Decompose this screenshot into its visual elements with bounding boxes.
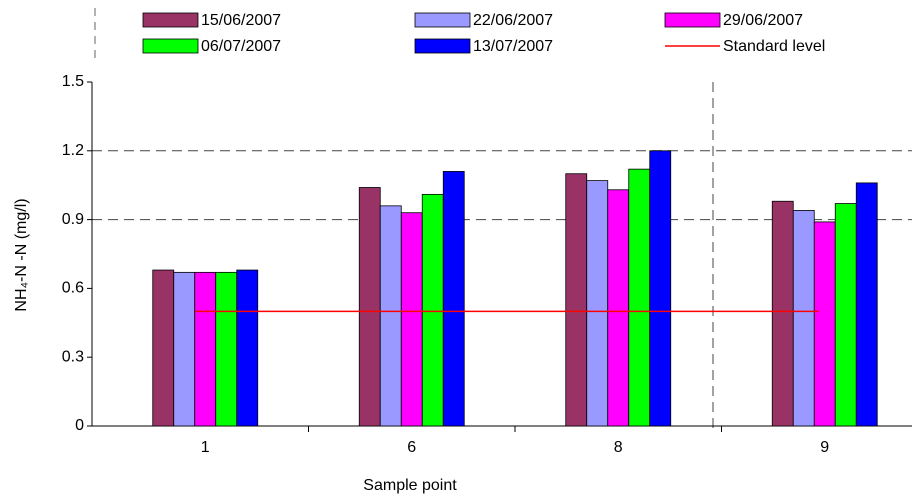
y-tick-label: 0 xyxy=(75,417,84,434)
legend-swatch xyxy=(142,12,199,28)
bar xyxy=(792,210,815,427)
bar xyxy=(565,173,588,427)
bar xyxy=(152,269,175,427)
bar xyxy=(358,187,381,427)
x-axis-title: Sample point xyxy=(363,477,457,494)
y-tick-label: 0.3 xyxy=(62,348,84,365)
legend-label: 15/06/2007 xyxy=(201,12,281,29)
y-tick-label: 0.6 xyxy=(62,280,84,297)
bar xyxy=(173,271,196,427)
legend-label: 13/07/2007 xyxy=(473,38,553,55)
x-tick-label: 1 xyxy=(201,439,210,456)
y-tick-label: 1.2 xyxy=(62,142,84,159)
legend-label: 22/06/2007 xyxy=(473,12,553,29)
x-tick-label: 8 xyxy=(614,439,623,456)
y-tick-label: 1.5 xyxy=(62,73,84,90)
bar xyxy=(834,203,857,427)
bar xyxy=(813,221,836,427)
bar xyxy=(607,189,630,427)
legend-swatch xyxy=(414,38,471,54)
bar xyxy=(194,271,217,427)
legend-label: 06/07/2007 xyxy=(201,38,281,55)
bar xyxy=(628,168,651,427)
y-axis-title: NH₄-N -N (mg/l) xyxy=(13,198,30,311)
legend-swatch xyxy=(142,38,199,54)
bar xyxy=(236,269,259,427)
bar xyxy=(215,271,238,427)
bar xyxy=(421,193,444,427)
bar xyxy=(586,180,609,427)
bar xyxy=(400,212,423,427)
legend-swatch xyxy=(414,12,471,28)
bar xyxy=(379,205,402,427)
legend-label: 29/06/2007 xyxy=(723,12,803,29)
bar xyxy=(771,200,794,427)
bar xyxy=(855,182,878,427)
y-tick-label: 0.9 xyxy=(62,211,84,228)
x-tick-label: 6 xyxy=(407,439,416,456)
legend-swatch xyxy=(664,12,721,28)
x-tick-label: 9 xyxy=(820,439,829,456)
legend-label: Standard level xyxy=(723,38,825,55)
bar xyxy=(649,150,672,427)
bar xyxy=(442,171,465,427)
